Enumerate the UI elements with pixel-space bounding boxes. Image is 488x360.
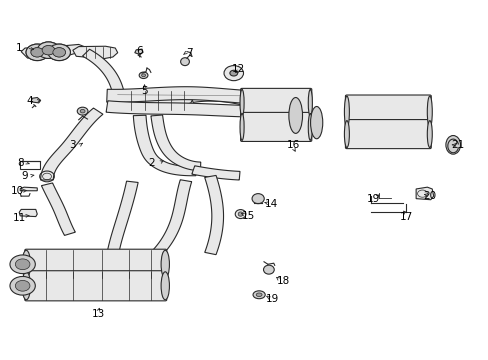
Ellipse shape [256, 293, 262, 297]
Ellipse shape [427, 121, 431, 148]
Text: 13: 13 [91, 310, 104, 319]
Circle shape [31, 48, 43, 57]
Text: 8: 8 [17, 158, 23, 168]
Text: 3: 3 [69, 140, 76, 150]
Text: 19: 19 [265, 294, 279, 304]
Polygon shape [73, 46, 118, 59]
Polygon shape [82, 49, 123, 91]
Text: 20: 20 [423, 191, 435, 201]
Ellipse shape [240, 113, 244, 140]
Text: 5: 5 [141, 86, 147, 96]
Ellipse shape [307, 113, 312, 140]
Text: 4: 4 [26, 96, 33, 106]
Ellipse shape [310, 107, 322, 139]
Text: 9: 9 [22, 171, 28, 181]
Ellipse shape [263, 265, 274, 274]
Text: 15: 15 [241, 211, 255, 221]
Polygon shape [106, 101, 244, 117]
Ellipse shape [161, 250, 169, 278]
Text: 2: 2 [148, 158, 155, 168]
Circle shape [48, 44, 70, 60]
Ellipse shape [288, 98, 302, 134]
Ellipse shape [235, 210, 245, 219]
Polygon shape [31, 98, 41, 103]
Ellipse shape [344, 121, 348, 148]
Circle shape [26, 44, 48, 60]
Polygon shape [415, 187, 433, 200]
Ellipse shape [344, 96, 348, 128]
Text: 19: 19 [366, 194, 380, 204]
Ellipse shape [77, 107, 88, 115]
Circle shape [10, 276, 35, 295]
Ellipse shape [161, 272, 169, 300]
Circle shape [10, 255, 35, 274]
Ellipse shape [240, 89, 244, 116]
Circle shape [42, 45, 55, 55]
Ellipse shape [251, 194, 264, 204]
Text: 12: 12 [231, 64, 245, 74]
Ellipse shape [142, 74, 145, 77]
Polygon shape [135, 49, 143, 54]
FancyBboxPatch shape [25, 271, 166, 301]
Text: 10: 10 [11, 186, 24, 197]
FancyBboxPatch shape [25, 249, 166, 279]
Text: 17: 17 [399, 212, 412, 221]
Polygon shape [151, 115, 201, 171]
Polygon shape [41, 183, 75, 235]
Polygon shape [191, 166, 240, 180]
Ellipse shape [22, 272, 30, 300]
Ellipse shape [229, 70, 237, 76]
Polygon shape [106, 87, 245, 103]
Circle shape [31, 48, 43, 57]
Ellipse shape [80, 109, 85, 113]
FancyBboxPatch shape [345, 120, 430, 149]
Polygon shape [152, 180, 191, 256]
Ellipse shape [252, 291, 264, 299]
Polygon shape [204, 175, 223, 255]
Text: 21: 21 [450, 140, 464, 150]
Circle shape [53, 48, 65, 57]
Text: 16: 16 [286, 140, 299, 150]
Circle shape [15, 259, 30, 270]
Circle shape [26, 44, 48, 60]
Circle shape [48, 44, 70, 60]
Text: 6: 6 [136, 46, 142, 56]
Text: 1: 1 [16, 43, 22, 53]
Polygon shape [133, 115, 196, 176]
Polygon shape [107, 181, 138, 254]
Text: 18: 18 [276, 276, 289, 286]
Polygon shape [20, 187, 37, 191]
Circle shape [15, 280, 30, 291]
Ellipse shape [139, 72, 148, 78]
Polygon shape [190, 93, 246, 105]
Circle shape [37, 42, 60, 58]
Polygon shape [21, 44, 86, 58]
Ellipse shape [445, 135, 460, 154]
Text: 11: 11 [13, 213, 26, 222]
Polygon shape [117, 91, 193, 111]
Circle shape [37, 42, 60, 58]
Ellipse shape [224, 66, 243, 81]
Circle shape [53, 48, 65, 57]
Ellipse shape [238, 212, 243, 216]
Ellipse shape [427, 96, 431, 128]
Ellipse shape [307, 89, 312, 116]
Text: 14: 14 [264, 199, 277, 210]
FancyBboxPatch shape [240, 88, 311, 117]
Polygon shape [19, 210, 37, 217]
FancyBboxPatch shape [345, 95, 430, 129]
Ellipse shape [180, 58, 189, 66]
Circle shape [42, 45, 55, 55]
Text: 7: 7 [186, 48, 193, 58]
Polygon shape [41, 108, 103, 180]
FancyBboxPatch shape [240, 112, 311, 141]
Ellipse shape [22, 250, 30, 278]
